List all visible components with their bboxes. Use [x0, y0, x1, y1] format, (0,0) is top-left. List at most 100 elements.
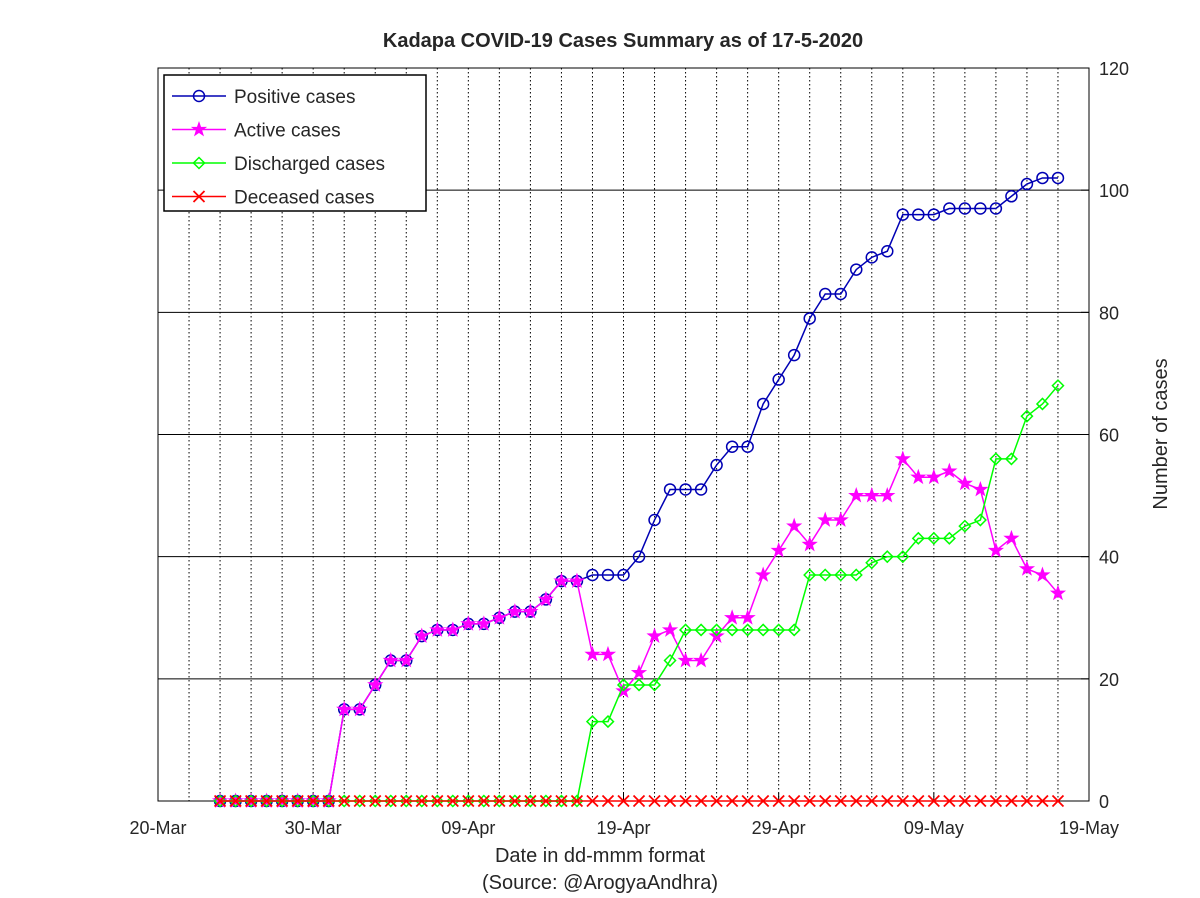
data-point [446, 794, 459, 808]
data-point [832, 511, 849, 527]
data-point [757, 794, 770, 808]
x-tick-label: 20-Mar [129, 818, 186, 838]
data-point [1034, 566, 1051, 582]
data-point [648, 513, 661, 527]
data-point [475, 615, 492, 631]
data-point [942, 531, 956, 545]
data-point [1051, 379, 1065, 393]
legend-label: Deceased cases [234, 188, 374, 209]
data-point [974, 202, 987, 215]
data-point [554, 794, 568, 808]
data-point [430, 794, 444, 808]
data-point [694, 483, 708, 496]
x-axis-source-note: (Source: @ArogyaAndhra) [482, 872, 718, 894]
data-point [632, 678, 646, 692]
data-point [646, 627, 663, 643]
y-tick-label: 60 [1099, 426, 1119, 446]
data-point [460, 615, 477, 631]
legend-marker [192, 89, 206, 103]
data-point [725, 440, 739, 453]
data-point [958, 794, 972, 808]
data-point [353, 794, 367, 808]
legend-item: Deceased cases [172, 188, 374, 209]
y-tick-label: 40 [1099, 548, 1119, 568]
data-point [772, 794, 785, 808]
data-point [322, 794, 335, 808]
data-point [229, 794, 242, 808]
data-point [1020, 409, 1034, 423]
data-point [739, 609, 756, 625]
data-point [849, 568, 863, 582]
data-point [879, 487, 896, 503]
data-point [523, 794, 537, 808]
data-point [632, 550, 646, 563]
data-point [351, 700, 368, 717]
data-point [1035, 397, 1050, 411]
data-point [973, 513, 987, 527]
data-point [1020, 794, 1034, 808]
data-point [694, 794, 708, 808]
data-point [679, 483, 692, 496]
data-point [941, 462, 958, 479]
data-point [648, 794, 661, 808]
data-point [803, 794, 816, 808]
data-point [244, 794, 258, 808]
legend-item: Positive cases [172, 87, 355, 108]
data-point [927, 208, 941, 221]
data-point [508, 794, 522, 808]
data-point [910, 468, 927, 485]
data-point [630, 664, 648, 680]
data-point [1049, 584, 1067, 601]
data-point [398, 651, 415, 668]
data-point [584, 645, 601, 662]
data-point [1036, 794, 1049, 808]
data-point [491, 609, 508, 625]
data-point [927, 794, 940, 808]
x-tick-label: 09-Apr [441, 818, 495, 838]
data-point [958, 519, 972, 533]
data-point [553, 572, 570, 588]
data-point [617, 794, 630, 808]
series-discharged-cases [213, 379, 1065, 808]
legend-marker [190, 120, 208, 137]
data-point [865, 794, 878, 808]
data-point [974, 794, 987, 808]
data-point [367, 676, 384, 692]
axis-ticks: 0 20 40 60 80 100 120 20-Mar 30-Mar 09-Apr 19-Apr 2… [129, 59, 1129, 838]
data-point [1036, 171, 1049, 185]
x-tick-label: 29-Apr [752, 818, 806, 838]
data-point [818, 568, 832, 582]
data-point [818, 287, 832, 301]
data-point [787, 348, 801, 362]
data-point [679, 623, 693, 637]
data-point [989, 794, 1003, 808]
data-point [663, 483, 677, 496]
data-point [927, 531, 941, 545]
data-point [661, 621, 679, 637]
data-point [337, 794, 351, 808]
data-point [306, 794, 320, 808]
data-point [524, 794, 537, 808]
data-point [943, 202, 956, 215]
data-point [803, 568, 817, 582]
legend-label: Positive cases [234, 87, 355, 108]
data-point [989, 202, 1003, 215]
data-point [1004, 452, 1018, 466]
data-point [679, 794, 692, 808]
data-point [213, 794, 227, 808]
data-point [568, 572, 586, 588]
data-point [291, 794, 304, 808]
data-point [896, 208, 910, 221]
data-point [663, 653, 677, 668]
data-point [585, 715, 600, 729]
data-point [710, 623, 724, 637]
data-point [369, 794, 382, 808]
data-point [570, 794, 584, 808]
x-tick-label: 09-May [904, 818, 964, 838]
data-point [599, 645, 617, 662]
data-point [943, 794, 956, 808]
data-point [819, 794, 832, 808]
data-point [275, 794, 289, 808]
data-point [850, 794, 863, 808]
